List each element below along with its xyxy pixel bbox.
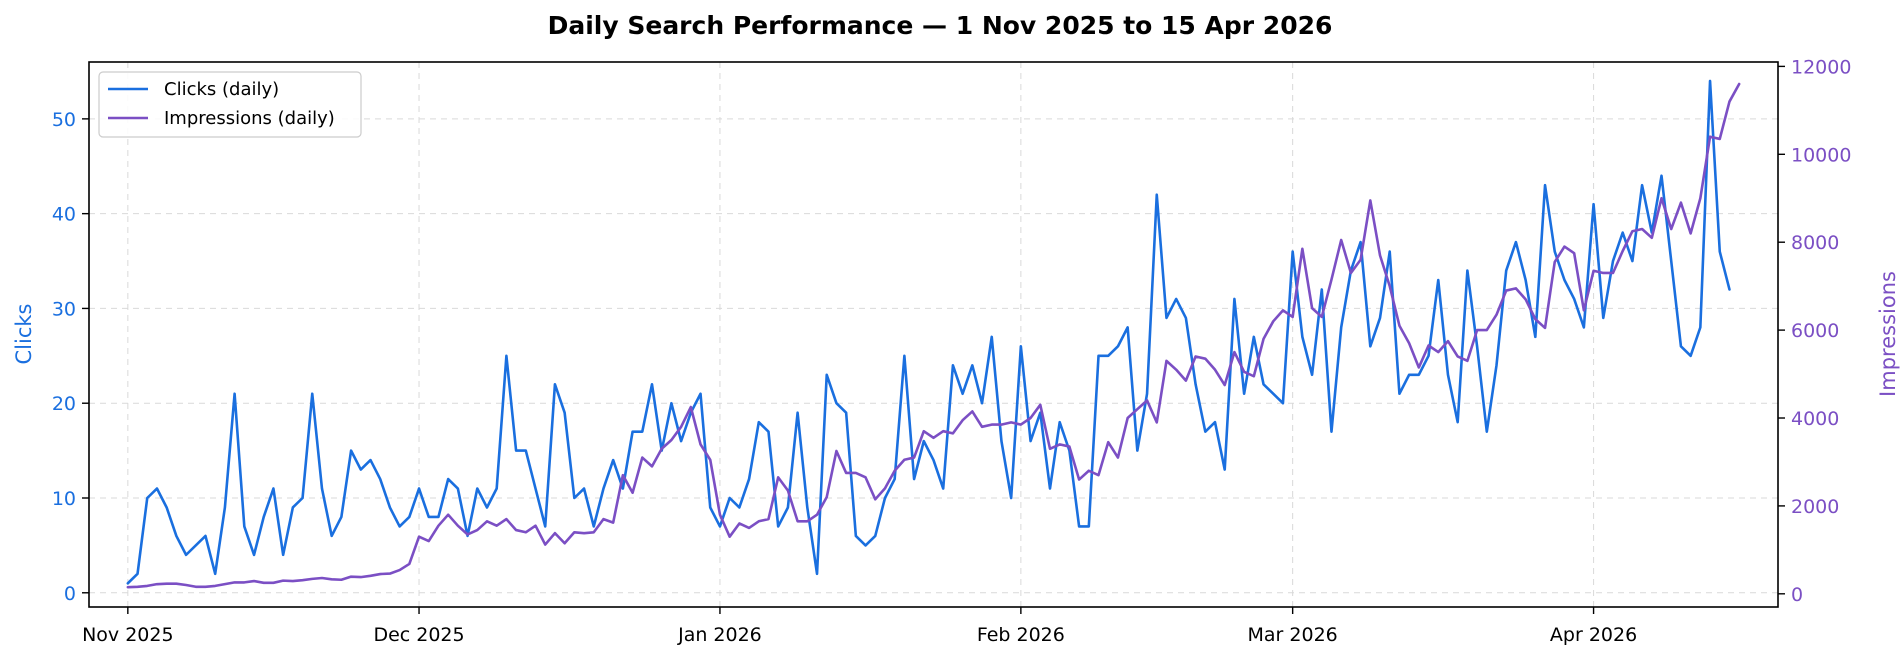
x-tick-label-1: Dec 2025 (373, 624, 464, 646)
y-right-tick-label-6: 12000 (1791, 56, 1851, 78)
x-tick-label-3: Feb 2026 (977, 624, 1065, 646)
x-tick-label-2: Jan 2026 (677, 624, 762, 646)
y-right-tick-label-2: 4000 (1791, 408, 1839, 430)
y-axis-left-label: Clicks (12, 304, 36, 365)
y-right-tick-label-3: 6000 (1791, 320, 1839, 342)
y-axis-right: 0 2000 4000 6000 8000 10000 12000 (1778, 56, 1851, 606)
y-left-tick-label-1: 10 (52, 488, 76, 510)
y-axis-left: 0 10 20 30 40 50 (52, 109, 89, 605)
plot-frame (88, 61, 1779, 608)
y-left-tick-label-0: 0 (64, 583, 76, 605)
y-left-tick-label-5: 50 (52, 109, 76, 131)
y-left-tick-label-2: 20 (52, 393, 76, 415)
y-right-tick-label-4: 8000 (1791, 232, 1839, 254)
x-tick-label-4: Mar 2026 (1248, 624, 1338, 646)
y-left-tick-label-3: 30 (52, 298, 76, 320)
x-tick-label-5: Apr 2026 (1550, 624, 1637, 646)
chart-title: Daily Search Performance — 1 Nov 2025 to… (548, 11, 1333, 40)
y-right-tick-label-1: 2000 (1791, 496, 1839, 518)
series-layer (126, 79, 1741, 589)
grid (89, 62, 1778, 607)
y-right-tick-label-0: 0 (1791, 584, 1803, 606)
series-line-clicks (126, 79, 1731, 585)
x-axis: Nov 2025 Dec 2025 Jan 2026 Feb 2026 Mar 2026… (82, 607, 1637, 646)
legend: Clicks (daily) Impressions (daily) (98, 71, 362, 138)
legend-label-impressions: Impressions (daily) (164, 108, 335, 129)
series-line-impressions (126, 82, 1741, 589)
x-tick-label-0: Nov 2025 (82, 624, 173, 646)
y-left-tick-label-4: 40 (52, 204, 76, 226)
y-axis-right-label: Impressions (1876, 271, 1900, 397)
legend-label-clicks: Clicks (daily) (164, 79, 279, 100)
legend-frame (98, 71, 362, 138)
y-right-tick-label-5: 10000 (1791, 144, 1851, 166)
